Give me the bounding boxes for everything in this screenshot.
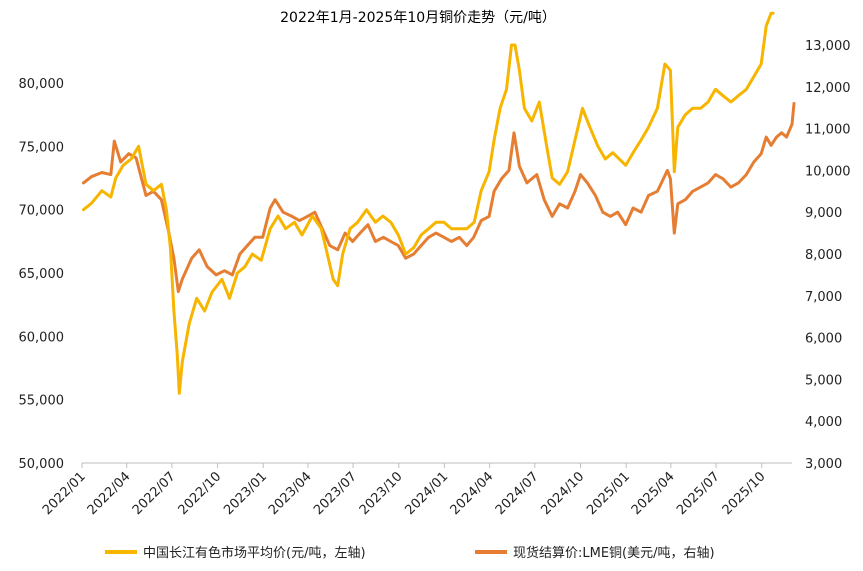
right-axis-tick-label: 7,000 — [805, 290, 842, 305]
left-axis-tick-label: 70,000 — [19, 204, 65, 219]
right-axis-tick-label: 8,000 — [805, 248, 842, 263]
x-axis-tick-label: 2024/10 — [539, 469, 588, 518]
x-axis: 2022/012022/042022/072022/102023/012023/… — [40, 462, 792, 518]
series-line-changjiang — [82, 11, 775, 395]
right-axis-tick-label: 11,000 — [805, 123, 851, 138]
x-axis-tick-label: 2024/04 — [448, 469, 497, 518]
left-axis-tick-label: 55,000 — [19, 394, 65, 409]
right-axis-tick-label: 6,000 — [805, 332, 842, 347]
left-axis-tick-label: 80,000 — [19, 77, 65, 92]
right-axis-tick-label: 12,000 — [805, 81, 851, 96]
x-axis-tick-label: 2023/07 — [311, 469, 360, 518]
x-axis-tick-label: 2024/07 — [493, 469, 542, 518]
right-axis-tick-label: 5,000 — [805, 373, 842, 388]
x-axis-tick-label: 2022/07 — [130, 469, 179, 518]
x-axis-tick-label: 2025/07 — [674, 469, 723, 518]
x-axis-tick-label: 2025/01 — [584, 469, 633, 518]
chart-title: 2022年1月-2025年10月铜价走势（元/吨） — [280, 10, 556, 26]
legend-label-lme: 现货结算价:LME铜(美元/吨，右轴) — [513, 545, 715, 561]
x-axis-tick-label: 2025/04 — [629, 469, 678, 518]
series-line-lme — [82, 102, 796, 294]
x-axis-tick-label: 2023/01 — [221, 469, 270, 518]
right-axis-tick-label: 3,000 — [805, 457, 842, 472]
left-axis-tick-label: 50,000 — [19, 457, 65, 472]
left-y-axis: 50,000 55,000 60,000 65,000 70,000 75,000 80,0… — [19, 77, 65, 472]
x-axis-tick-label: 2022/01 — [40, 469, 89, 518]
left-axis-tick-label: 60,000 — [19, 330, 65, 345]
series-layer — [82, 11, 796, 395]
right-axis-tick-label: 9,000 — [805, 206, 842, 221]
right-y-axis: 3,000 4,000 5,000 6,000 7,000 8,000 9,000 10,00… — [805, 39, 851, 472]
left-axis-tick-label: 75,000 — [19, 140, 65, 155]
x-axis-tick-label: 2025/10 — [720, 469, 769, 518]
right-axis-tick-label: 4,000 — [805, 415, 842, 430]
right-axis-tick-label: 10,000 — [805, 164, 851, 179]
legend: 中国长江有色市场平均价(元/吨，左轴) 现货结算价:LME铜(美元/吨，右轴) — [105, 545, 715, 561]
x-axis-tick-label: 2022/10 — [176, 469, 225, 518]
left-axis-tick-label: 65,000 — [19, 267, 65, 282]
x-axis-tick-label: 2024/01 — [402, 469, 451, 518]
x-axis-tick-label: 2022/04 — [85, 469, 134, 518]
x-axis-tick-label: 2023/10 — [357, 469, 406, 518]
right-axis-tick-label: 13,000 — [805, 39, 851, 54]
x-axis-tick-label: 2023/04 — [266, 469, 315, 518]
legend-label-changjiang: 中国长江有色市场平均价(元/吨，左轴) — [143, 545, 366, 561]
